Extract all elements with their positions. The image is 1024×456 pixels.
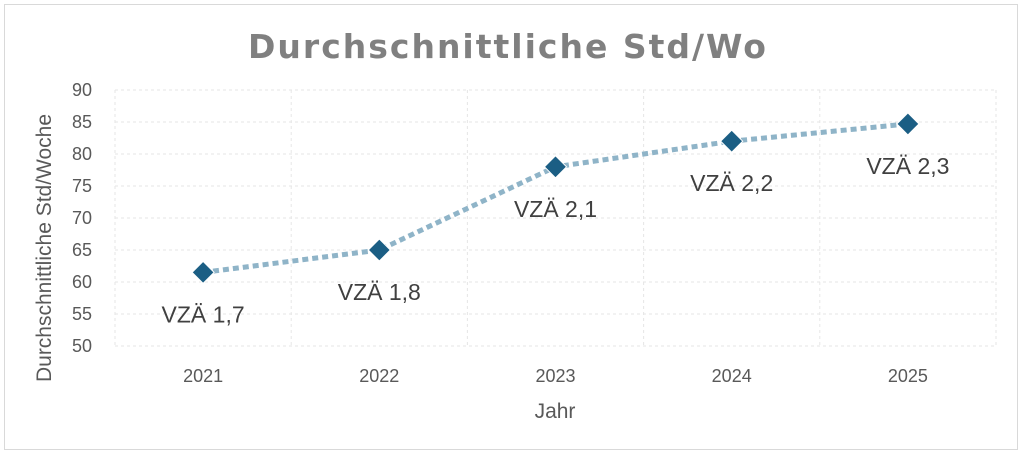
y-tick-label: 90 [72, 80, 92, 100]
series-markers [191, 112, 920, 285]
data-point-marker [719, 129, 744, 153]
data-label: VZÄ 2,2 [690, 170, 773, 196]
chart-title: Durchschnittliche Std/Wo [248, 27, 768, 66]
y-tick-label: 60 [72, 272, 92, 292]
gridlines [114, 89, 997, 347]
data-label: VZÄ 2,3 [866, 153, 949, 179]
data-point-marker [543, 155, 568, 179]
data-label: VZÄ 1,7 [162, 301, 245, 327]
y-tick-labels: 50 55 60 65 70 75 80 85 90 [72, 80, 92, 356]
y-tick-label: 85 [72, 112, 92, 132]
x-tick-label: 2025 [888, 366, 928, 386]
y-tick-label: 80 [72, 144, 92, 164]
y-tick-label: 55 [72, 304, 92, 324]
data-point-marker [367, 238, 392, 262]
x-tick-label: 2022 [359, 366, 399, 386]
data-label: VZÄ 2,1 [514, 196, 597, 222]
data-point-marker [896, 112, 920, 136]
y-tick-label: 65 [72, 240, 92, 260]
x-axis-label: Jahr [535, 400, 576, 423]
y-tick-label: 50 [72, 336, 92, 356]
x-tick-labels: 2021 2022 2023 2024 2025 [183, 366, 928, 386]
data-labels: VZÄ 1,7 VZÄ 1,8 VZÄ 2,1 VZÄ 2,2 VZÄ 2,3 [162, 153, 950, 327]
data-label: VZÄ 1,8 [338, 279, 421, 305]
x-tick-label: 2024 [712, 366, 752, 386]
y-axis-label: Durchschnittliche Std/Woche [33, 114, 56, 382]
chart-frame [4, 4, 1018, 450]
data-point-marker [191, 260, 215, 285]
y-tick-label: 70 [72, 208, 92, 228]
y-tick-label: 75 [72, 176, 92, 196]
x-tick-label: 2021 [183, 366, 223, 386]
x-tick-label: 2023 [535, 366, 575, 386]
